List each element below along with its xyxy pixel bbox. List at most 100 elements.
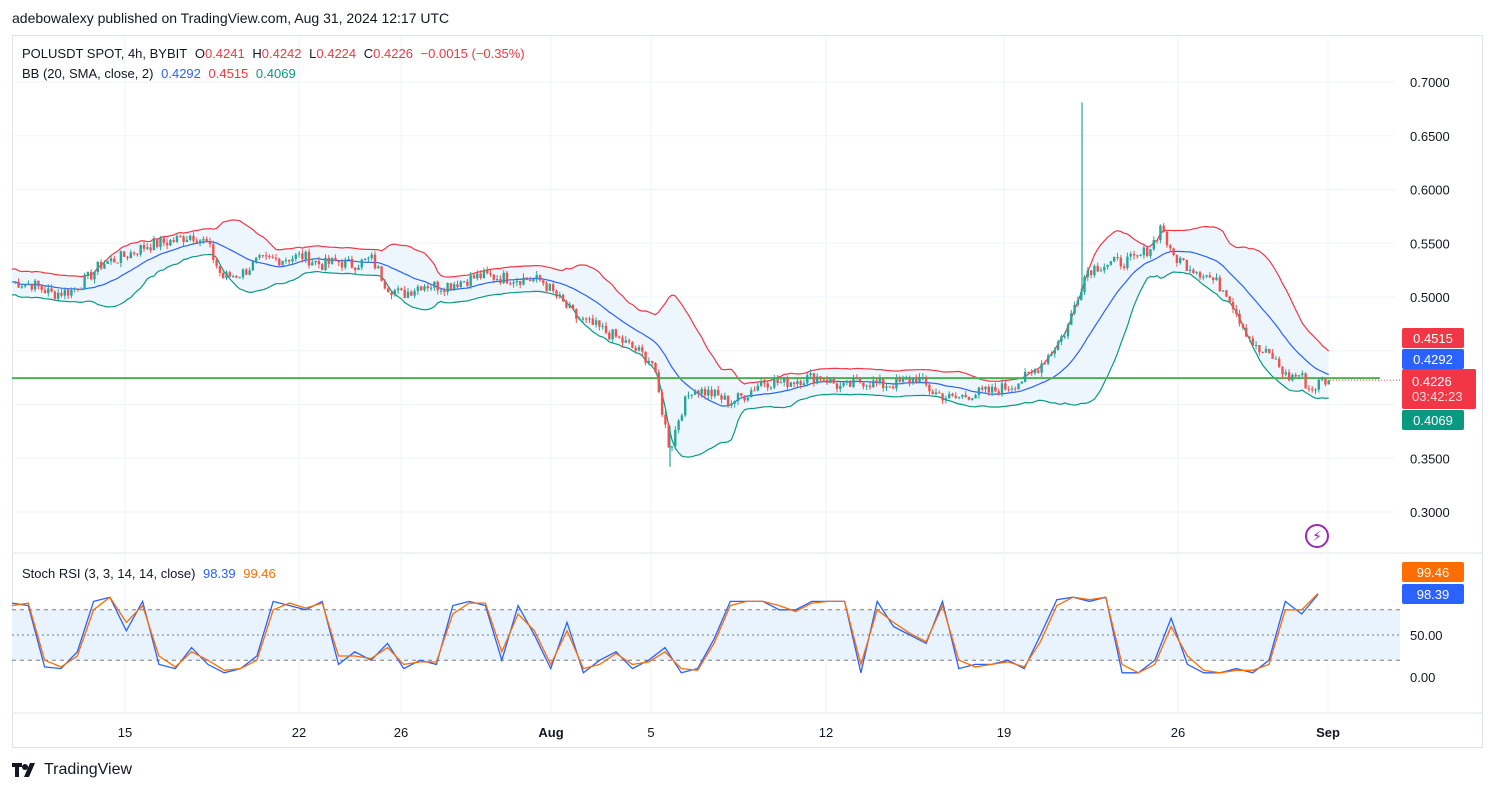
candle-body [228,272,231,277]
candle-body [1261,352,1264,354]
candle-body [400,288,403,291]
candle-body [357,267,360,271]
candle-body [76,288,80,290]
stochrsi-label: Stoch RSI (3, 3, 14, 14, close) [22,566,196,581]
bb-upper-value: 0.4515 [208,66,249,81]
candle-body [1231,302,1235,310]
candle-body [439,290,443,292]
candle-body [1301,373,1304,376]
candle-body [314,260,317,263]
candle-body [667,424,670,448]
candle-body [618,336,621,338]
candle-body [1056,341,1060,351]
candle-body [796,381,799,384]
candle-body [608,332,611,340]
candle-body [189,235,192,240]
candle-body [710,389,713,397]
candle-body [730,403,733,406]
candle-body [258,255,261,258]
lightning-icon[interactable]: ⚡ [1305,524,1329,548]
candle-body [106,261,109,264]
candle-body [994,386,997,392]
candle-body [390,292,393,296]
candle-body [1126,256,1129,268]
candle-body [14,281,17,283]
candle-body [875,380,878,383]
candle-body [957,396,961,398]
candle-body [522,277,525,285]
candle-body [948,393,951,399]
candle-body [238,277,241,279]
candle-body [1113,257,1116,262]
candle-body [370,254,373,259]
candle-body [1198,272,1202,278]
candle-body [235,276,238,278]
candle-body [898,378,901,382]
candle-body [558,294,561,297]
candle-body [1109,261,1113,265]
candle-body [690,394,693,396]
candle-body [185,239,189,243]
stochrsi-tick-label: 0.00 [1410,670,1435,685]
candle-body [509,283,512,285]
candle-body [1205,275,1208,277]
candle-body [50,288,53,292]
last-price-tag: 0.4226 03:42:23 [1402,369,1476,409]
candle-body [218,266,222,273]
candle-body [215,259,218,267]
candle-body [126,256,129,259]
candle-body [40,286,43,290]
candle-body [103,263,106,269]
high-label: H [252,46,262,61]
candle-body [288,260,291,262]
candle-body [205,238,208,242]
stochrsi-tick-label: 50.00 [1410,628,1443,643]
candle-body [80,289,83,291]
candle-body [172,240,175,242]
candle-body [895,378,898,389]
candle-body [1073,304,1076,314]
candle-body [1155,240,1159,242]
candle-body [1304,373,1307,389]
candle-body [179,236,182,238]
candle-body [453,284,456,290]
candle-body [868,385,872,388]
candle-body [756,385,759,391]
candle-body [1258,345,1261,353]
candle-body [1132,254,1136,256]
candle-body [152,238,156,251]
candle-body [525,277,528,281]
candle-body [934,392,938,394]
bb-label: BB (20, SMA, close, 2) [22,66,154,81]
candle-body [198,240,202,244]
candle-body [96,262,99,272]
high-value: 0.4242 [261,46,302,61]
candle-body [1040,363,1043,373]
stochrsi-d-tag: 99.46 [1402,562,1464,582]
candle-body [552,284,555,291]
candle-body [1195,272,1198,274]
candle-body [1063,336,1066,338]
candle-body [809,373,812,376]
candle-body [674,429,677,447]
candle-body [598,320,601,327]
candle-body [1169,245,1172,249]
candle-body [944,398,948,401]
candle-body [449,283,453,290]
candle-body [1324,378,1327,385]
candle-body [538,275,542,281]
candle-body [459,281,462,288]
candle-body [723,395,726,400]
candle-body [132,252,136,254]
time-tick-label: 26 [1171,725,1185,740]
candle-body [924,377,928,385]
candle-body [594,320,598,325]
bb-legend: BB (20, SMA, close, 2) 0.4292 0.4515 0.4… [22,66,300,81]
candle-body [773,379,776,388]
candle-body [482,270,486,278]
stochrsi-k-tag: 98.39 [1402,584,1464,604]
candle-body [792,382,796,384]
candles [14,102,1330,467]
candle-body [307,251,311,266]
